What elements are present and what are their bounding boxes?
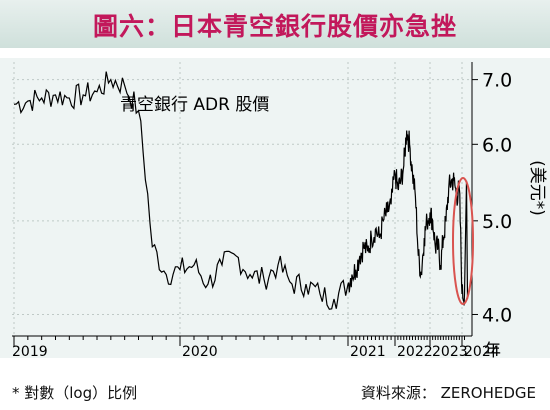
x-tick-label: 2023 (432, 344, 468, 360)
x-tick-label: 2024 (464, 344, 500, 360)
page-title: 圖六：日本青空銀行股價亦急挫 (92, 12, 457, 41)
x-tick-label: 2020 (182, 344, 218, 360)
source-credit: 資料來源： ZEROHEDGE (360, 384, 536, 402)
x-tick-label: 2019 (12, 344, 48, 360)
y-tick-label: 4.0 (482, 304, 512, 326)
x-tick-label: 2022 (397, 344, 433, 360)
title-band (0, 0, 550, 48)
price-series-line (13, 71, 469, 310)
chart-area (0, 58, 550, 358)
chart-title: 青空銀行 ADR 股價 (120, 95, 269, 115)
y-tick-label: 7.0 (482, 70, 512, 92)
footnote: * 對數（log）比例 (12, 384, 138, 402)
y-axis-label: (美元*) (527, 160, 547, 216)
y-tick-label: 5.0 (482, 211, 512, 233)
x-tick-label: 2021 (350, 344, 386, 360)
y-tick-label: 6.0 (482, 134, 512, 156)
chart-grid (12, 62, 472, 336)
x-axis-unit: 年 (484, 341, 501, 361)
highlight-circle (452, 177, 474, 305)
y-axis: 4.0 5.0 6.0 7.0 (471, 62, 512, 336)
